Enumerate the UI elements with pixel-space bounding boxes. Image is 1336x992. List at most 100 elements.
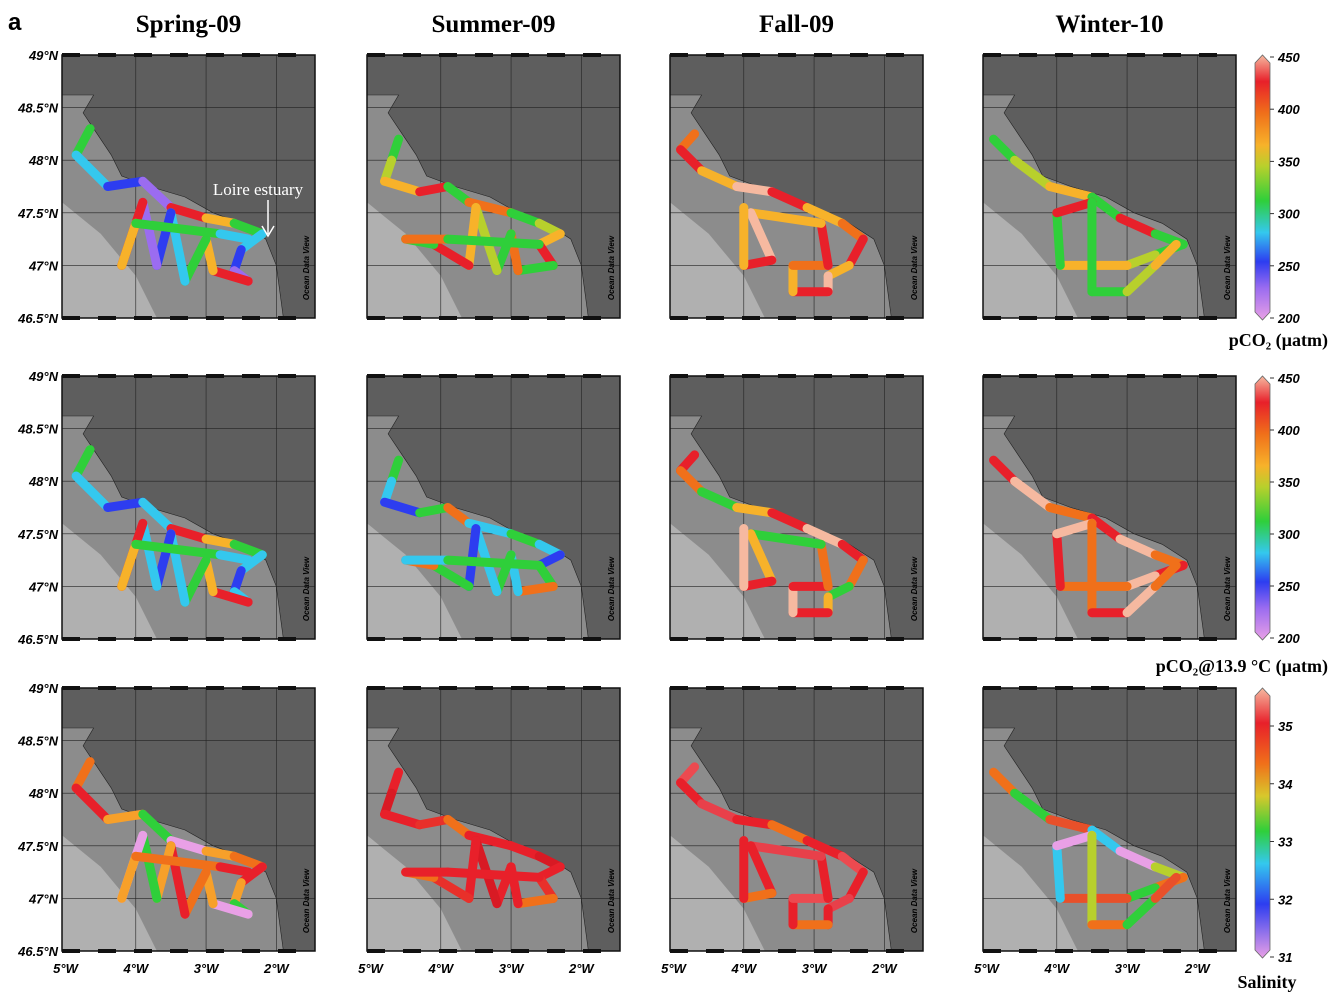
frame-tick bbox=[706, 637, 724, 641]
frame-tick bbox=[1091, 53, 1109, 57]
frame-tick bbox=[1199, 53, 1217, 57]
lon-label: 2°W bbox=[263, 961, 290, 976]
frame-tick bbox=[886, 374, 904, 378]
colorbar-tick-label: 300 bbox=[1278, 207, 1300, 222]
frame-tick bbox=[475, 316, 493, 320]
frame-tick bbox=[98, 53, 116, 57]
frame-tick bbox=[670, 637, 688, 641]
frame-tick bbox=[1019, 374, 1037, 378]
frame-tick bbox=[98, 949, 116, 953]
frame-tick bbox=[511, 686, 529, 690]
lon-label: 4°W bbox=[122, 961, 149, 976]
map-panel: Ocean Data View bbox=[983, 686, 1236, 953]
frame-tick bbox=[583, 637, 601, 641]
frame-tick bbox=[62, 637, 80, 641]
frame-tick bbox=[1163, 374, 1181, 378]
colorbar-tick-label: 450 bbox=[1277, 371, 1300, 386]
frame-tick bbox=[583, 53, 601, 57]
frame-tick bbox=[475, 637, 493, 641]
frame-tick bbox=[206, 53, 224, 57]
frame-tick bbox=[62, 686, 80, 690]
frame-tick bbox=[778, 686, 796, 690]
ship-track bbox=[1057, 534, 1061, 587]
frame-tick bbox=[814, 949, 832, 953]
frame-tick bbox=[403, 374, 421, 378]
lat-label: 46.5°N bbox=[17, 944, 59, 959]
frame-tick bbox=[170, 374, 188, 378]
lat-label: 47.5°N bbox=[17, 206, 59, 221]
frame-tick bbox=[206, 686, 224, 690]
lon-label: 5°W bbox=[358, 961, 384, 976]
lat-label: 48°N bbox=[28, 153, 59, 168]
frame-tick bbox=[886, 316, 904, 320]
frame-tick bbox=[242, 949, 260, 953]
frame-tick bbox=[1055, 316, 1073, 320]
lat-label: 47.5°N bbox=[17, 839, 59, 854]
frame-tick bbox=[742, 637, 760, 641]
frame-tick bbox=[1127, 637, 1145, 641]
panel-label: a bbox=[8, 9, 22, 36]
lat-label: 46.5°N bbox=[17, 311, 59, 326]
frame-tick bbox=[778, 316, 796, 320]
frame-tick bbox=[583, 374, 601, 378]
frame-tick bbox=[134, 53, 152, 57]
frame-tick bbox=[1055, 637, 1073, 641]
frame-tick bbox=[134, 637, 152, 641]
frame-tick bbox=[983, 637, 1001, 641]
frame-tick bbox=[439, 949, 457, 953]
lat-label: 48°N bbox=[28, 786, 59, 801]
frame-tick bbox=[278, 637, 296, 641]
frame-tick bbox=[670, 316, 688, 320]
frame-tick bbox=[742, 686, 760, 690]
frame-tick bbox=[983, 53, 1001, 57]
colorbar bbox=[1255, 55, 1270, 320]
colorbar-tick-label: 350 bbox=[1278, 154, 1300, 169]
frame-tick bbox=[439, 686, 457, 690]
frame-tick bbox=[1091, 637, 1109, 641]
frame-tick bbox=[850, 316, 868, 320]
frame-tick bbox=[403, 686, 421, 690]
ship-track bbox=[737, 508, 772, 513]
colorbar-tick-label: 350 bbox=[1278, 475, 1300, 490]
frame-tick bbox=[278, 949, 296, 953]
frame-tick bbox=[367, 949, 385, 953]
colorbar-tick-label: 200 bbox=[1277, 631, 1300, 646]
map-panel: Ocean Data View bbox=[62, 686, 315, 953]
map-panel: Ocean Data View bbox=[367, 686, 620, 953]
ship-track bbox=[108, 814, 143, 819]
frame-tick bbox=[583, 949, 601, 953]
lon-label: 3°W bbox=[1115, 961, 1141, 976]
frame-tick bbox=[242, 686, 260, 690]
frame-tick bbox=[1091, 374, 1109, 378]
frame-tick bbox=[1199, 686, 1217, 690]
frame-tick bbox=[511, 316, 529, 320]
frame-tick bbox=[475, 374, 493, 378]
frame-tick bbox=[170, 53, 188, 57]
lon-label: 4°W bbox=[427, 961, 454, 976]
frame-tick bbox=[170, 949, 188, 953]
frame-tick bbox=[206, 949, 224, 953]
ship-track bbox=[737, 187, 772, 192]
frame-tick bbox=[1019, 637, 1037, 641]
ship-track bbox=[220, 867, 248, 872]
colorbar-tick-label: 300 bbox=[1278, 527, 1300, 542]
lon-label: 3°W bbox=[499, 961, 525, 976]
frame-tick bbox=[1163, 949, 1181, 953]
frame-tick bbox=[1199, 316, 1217, 320]
map-panel: Ocean Data View bbox=[983, 53, 1236, 320]
frame-tick bbox=[511, 637, 529, 641]
frame-tick bbox=[403, 316, 421, 320]
colorbar bbox=[1255, 688, 1270, 958]
frame-tick bbox=[706, 316, 724, 320]
frame-tick bbox=[511, 949, 529, 953]
frame-tick bbox=[814, 637, 832, 641]
frame-tick bbox=[583, 316, 601, 320]
map-panel: Ocean Data View bbox=[62, 374, 315, 641]
ship-track bbox=[448, 872, 539, 877]
frame-tick bbox=[278, 374, 296, 378]
lon-label: 5°W bbox=[974, 961, 1000, 976]
frame-tick bbox=[62, 316, 80, 320]
watermark: Ocean Data View bbox=[910, 235, 919, 300]
lat-label: 47.5°N bbox=[17, 527, 59, 542]
frame-tick bbox=[983, 374, 1001, 378]
